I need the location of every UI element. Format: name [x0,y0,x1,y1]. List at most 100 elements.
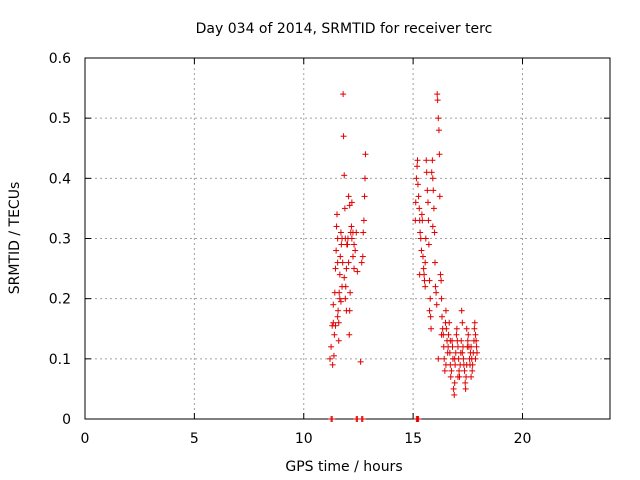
data-point [334,313,341,320]
data-point [468,373,475,380]
data-point [352,247,359,254]
data-point [421,277,428,284]
data-point [429,223,436,230]
y-tick-label: 0.2 [49,292,71,308]
data-point [338,241,345,248]
data-point [451,379,458,386]
data-points [327,91,480,422]
data-point [330,319,337,326]
gridlines [85,58,610,419]
y-tick-label: 0.4 [49,171,71,187]
data-point [426,277,433,284]
data-point [423,157,430,164]
data-point [345,193,352,200]
data-point [432,283,439,290]
data-point [458,337,465,344]
data-point [329,361,336,368]
data-point [418,247,425,254]
data-point [341,274,348,281]
data-point [452,361,459,368]
data-point [337,229,344,236]
data-point [451,355,458,362]
data-point [414,181,421,188]
data-point [428,169,435,176]
x-tick-labels: 0 5 10 15 20 [81,431,532,447]
data-point [449,343,456,350]
data-point [458,307,465,314]
data-point [342,295,349,302]
data-point [327,355,333,362]
data-point [454,343,461,350]
data-point [435,115,442,122]
data-point [443,325,450,332]
data-point [469,367,476,374]
data-point [359,416,366,422]
data-point [341,205,348,212]
data-point [415,416,422,422]
data-point [334,259,341,266]
data-point [423,169,430,176]
data-point [416,271,423,278]
data-point [452,349,459,356]
data-point [349,229,356,236]
data-point [412,199,419,206]
data-point [472,355,479,362]
data-point [453,331,460,338]
data-point [419,253,426,260]
data-point [420,265,427,272]
data-point [419,217,426,224]
data-point [428,325,435,332]
data-point [429,175,436,182]
data-point [446,349,453,356]
data-point [425,217,432,224]
data-point [422,283,429,290]
data-point [416,205,423,212]
data-point [335,337,342,344]
data-point [441,367,448,374]
data-point [415,193,422,200]
data-point [417,235,424,242]
data-point [333,247,340,254]
data-point [329,416,336,422]
data-point [413,175,420,182]
data-point [434,91,441,98]
y-tick-label: 0.5 [49,111,71,127]
data-point [445,331,452,338]
data-point [418,211,425,218]
data-point [348,199,355,206]
data-point [351,265,358,272]
data-point [330,301,337,308]
data-point [465,331,472,338]
data-point [463,373,470,380]
data-point [447,373,454,380]
data-point [343,265,350,272]
data-point [351,241,358,248]
data-point [429,157,436,164]
axis-ticks [84,57,610,420]
data-point [468,343,475,350]
data-point [339,283,346,290]
data-point [474,349,480,356]
data-point [473,343,480,350]
data-point [460,355,467,362]
data-point [432,259,438,266]
data-point [344,241,351,248]
data-point [436,193,443,200]
data-point [447,337,454,344]
data-point [341,172,348,179]
data-point [433,289,440,296]
data-point [456,367,463,374]
data-point [340,91,347,98]
data-point [343,307,350,314]
data-point [346,331,353,338]
data-point [335,307,342,314]
data-point [336,295,343,302]
data-point [431,229,438,236]
data-point [434,97,441,104]
data-point [359,253,366,260]
data-point [357,358,364,365]
data-point [333,223,340,230]
y-axis-label: SRMTID / TECUs [7,182,23,295]
data-point [427,313,434,320]
x-tick-label: 0 [81,431,90,447]
